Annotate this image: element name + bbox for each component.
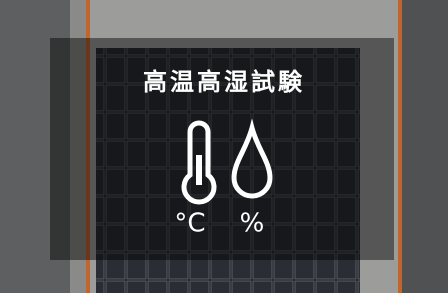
temperature-label: °C [174,209,205,239]
title: 高温高湿試験 [143,68,305,96]
humidity-label: % [240,209,265,239]
page: 高温高湿試験 °C % (() => { const data = JSON.p… [0,0,448,293]
door-edge [398,0,402,293]
right-door [400,0,448,293]
scene: 高温高湿試験 °C % [0,0,448,293]
